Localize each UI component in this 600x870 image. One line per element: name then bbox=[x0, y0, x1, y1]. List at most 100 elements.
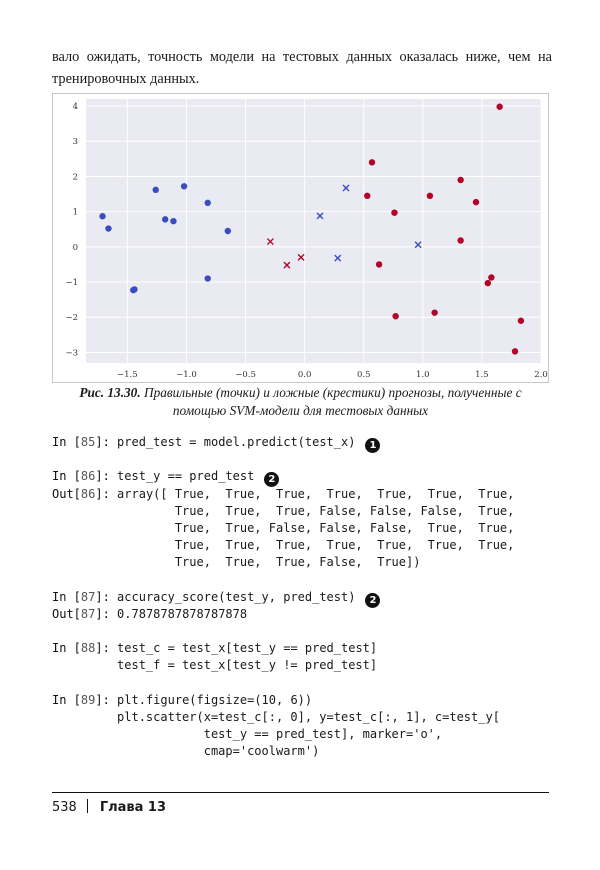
x-tick-label: −0.5 bbox=[235, 370, 256, 380]
data-point-circle bbox=[392, 312, 399, 320]
code-cell: In [88]: test_c = test_x[test_y == pred_… bbox=[52, 640, 562, 674]
code-text: True, True, True, True, True, True, True… bbox=[52, 538, 515, 553]
x-tick-label: −1.0 bbox=[176, 370, 197, 380]
code-line: Out[87]: 0.7878787878787878 bbox=[52, 606, 562, 623]
prompt-open: In [ bbox=[52, 469, 81, 484]
data-point-circle bbox=[517, 317, 525, 324]
prompt-number: 89 bbox=[80, 692, 96, 707]
prompt-close: ]: bbox=[95, 435, 118, 449]
prompt-close: ]: bbox=[95, 641, 118, 656]
code-line: In [87]: accuracy_score(test_y, pred_tes… bbox=[52, 589, 562, 608]
code-cell: In [86]: test_y == pred_test 2 Out[86]: ar… bbox=[52, 468, 562, 571]
data-point-cross bbox=[297, 253, 305, 261]
code-line: True, True, True, False, False, False, T… bbox=[52, 503, 562, 520]
prompt-close: ]: bbox=[95, 589, 118, 604]
data-point-circle bbox=[391, 209, 398, 216]
code-cell: In [87]: accuracy_score(test_y, pred_tes… bbox=[52, 589, 562, 623]
code-text: True, True, True, False, True]) bbox=[52, 555, 421, 570]
prompt-open: In [ bbox=[52, 641, 81, 656]
x-tick-label: 0.0 bbox=[298, 370, 312, 380]
code-text: test_y == pred_test], marker='o', bbox=[52, 727, 443, 742]
prompt-close: ]: bbox=[95, 486, 118, 501]
y-tick-label: −2 bbox=[65, 313, 78, 323]
data-point-cross bbox=[283, 261, 291, 269]
code-line: True, True, True, True, True, True, True… bbox=[52, 537, 562, 554]
code-text: cmap='coolwarm') bbox=[52, 744, 320, 759]
prompt-open: In [ bbox=[52, 589, 81, 604]
code-text: True, True, False, False, False, True, T… bbox=[52, 520, 515, 535]
prompt-open: In [ bbox=[52, 692, 81, 707]
prompt-number: 86 bbox=[80, 486, 96, 501]
y-tick-label: 0 bbox=[73, 243, 78, 253]
prompt-close: ]: bbox=[95, 606, 118, 621]
prompt-number: 86 bbox=[80, 469, 96, 484]
data-point-circle bbox=[131, 286, 138, 293]
code-listing: In [85]: pred_test = model.predict(test_… bbox=[52, 434, 562, 761]
code-line: True, True, True, False, True]) bbox=[52, 554, 562, 571]
data-point-cross bbox=[316, 212, 324, 220]
prompt-number: 88 bbox=[80, 641, 96, 656]
code-line: In [89]: plt.figure(figsize=(10, 6)) bbox=[52, 692, 562, 709]
code-line: plt.scatter(x=test_c[:, 0], y=test_c[:, … bbox=[52, 709, 562, 726]
data-point-circle bbox=[511, 348, 519, 355]
plot-area bbox=[86, 99, 541, 363]
y-tick-label: 3 bbox=[73, 137, 78, 147]
page-number: 538 bbox=[52, 800, 77, 815]
data-point-cross bbox=[342, 184, 350, 192]
chapter-title: Глава 13 bbox=[99, 800, 167, 815]
chart-svg: −1.5 −1.0 −0.5 0.0 0.5 1.0 1.5 2.0 4 3 2 1 0 −1 −2 −3 bbox=[52, 93, 549, 383]
footer-separator bbox=[86, 799, 88, 813]
data-point-circle bbox=[180, 183, 188, 190]
y-tick-label: 2 bbox=[73, 172, 78, 182]
data-point-circle bbox=[364, 192, 371, 199]
data-point-circle bbox=[170, 217, 177, 225]
data-point-circle bbox=[224, 227, 232, 235]
data-point-circle bbox=[152, 186, 159, 194]
data-point-circle bbox=[496, 103, 503, 110]
prompt-open: Out[ bbox=[52, 606, 81, 621]
prompt-open: In [ bbox=[52, 435, 81, 449]
x-tick-label: −1.5 bbox=[117, 370, 138, 380]
code-line: In [86]: test_y == pred_test 2 bbox=[52, 468, 562, 488]
y-tick-label: 1 bbox=[73, 208, 78, 218]
code-text: test_y == pred_test bbox=[117, 469, 255, 484]
x-tick-label: 2.0 bbox=[534, 370, 548, 380]
figure-caption: Рис. 13.30. Правильные (точки) и ложные … bbox=[52, 384, 549, 420]
code-line: In [85]: pred_test = model.predict(test_… bbox=[52, 434, 562, 453]
prompt-number: 87 bbox=[80, 589, 96, 604]
code-text: plt.scatter(x=test_c[:, 0], y=test_c[:, … bbox=[52, 710, 500, 724]
code-line: cmap='coolwarm') bbox=[52, 743, 562, 760]
prompt-close: ]: bbox=[95, 692, 118, 707]
data-point-circle bbox=[204, 275, 211, 282]
data-point-cross bbox=[266, 238, 274, 246]
y-tick-label: 4 bbox=[73, 102, 78, 112]
intro-paragraph: вало ожидать, точность модели на тестовы… bbox=[52, 49, 552, 87]
callout-marker: 1 bbox=[365, 438, 381, 453]
data-point-circle bbox=[484, 279, 492, 287]
code-text: test_f = test_x[test_y != pred_test] bbox=[52, 658, 378, 673]
code-line: True, True, False, False, False, True, T… bbox=[52, 520, 562, 537]
callout-marker: 2 bbox=[365, 592, 381, 608]
x-tick-label: 1.5 bbox=[475, 370, 489, 380]
data-point-circle bbox=[472, 198, 480, 206]
page-footer: 538 Глава 13 bbox=[52, 798, 166, 818]
data-point-cross bbox=[334, 254, 342, 262]
x-tick-label: 0.5 bbox=[357, 370, 371, 380]
code-cell: In [85]: pred_test = model.predict(test_… bbox=[52, 434, 562, 453]
caption-label: Рис. 13.30. bbox=[79, 385, 141, 400]
data-point-circle bbox=[488, 274, 495, 281]
code-cell: In [89]: plt.figure(figsize=(10, 6)) plt… bbox=[52, 692, 562, 761]
prompt-close: ]: bbox=[95, 469, 118, 484]
data-point-circle bbox=[161, 216, 169, 223]
callout-marker: 2 bbox=[264, 472, 280, 488]
data-point-circle bbox=[457, 237, 464, 244]
code-text: plt.figure(figsize=(10, 6)) bbox=[117, 692, 313, 707]
y-tick-label: −1 bbox=[65, 278, 78, 288]
y-tick-label: −3 bbox=[65, 348, 78, 358]
data-point-circle bbox=[204, 199, 211, 207]
data-point-circle bbox=[368, 159, 376, 166]
code-line: test_f = test_x[test_y != pred_test] bbox=[52, 657, 562, 674]
code-text: array([ True, True, True, True, True, Tr… bbox=[117, 486, 515, 501]
code-text: accuracy_score(test_y, pred_test) bbox=[117, 589, 356, 604]
prompt-number: 87 bbox=[80, 606, 96, 621]
